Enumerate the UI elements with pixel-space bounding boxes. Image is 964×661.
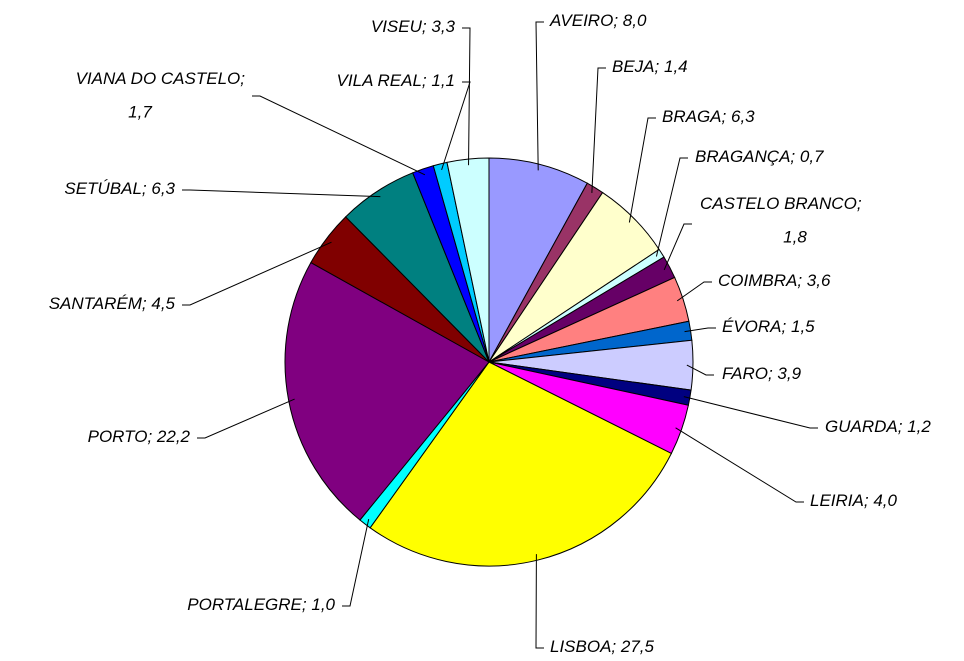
data-label: CASTELO BRANCO; bbox=[700, 194, 862, 213]
leader-line bbox=[182, 241, 332, 306]
separator: ; bbox=[768, 364, 777, 383]
separator: ; bbox=[655, 57, 664, 76]
data-label: AVEIRO; 8,0 bbox=[549, 11, 647, 30]
data-label: VISEU; 3,3 bbox=[371, 17, 456, 36]
leader-line bbox=[676, 281, 712, 302]
category-name: ÉVORA bbox=[722, 317, 782, 336]
category-name: FARO bbox=[722, 364, 768, 383]
data-label: LISBOA; 27,5 bbox=[550, 637, 655, 656]
pie-slice bbox=[488, 157, 588, 363]
value-label: 4,0 bbox=[873, 491, 897, 510]
leader-line bbox=[684, 327, 716, 333]
value-label: 1,0 bbox=[311, 595, 335, 614]
category-name: LEIRIA bbox=[810, 491, 864, 510]
value-label: 8,0 bbox=[623, 11, 647, 30]
leader-line bbox=[182, 189, 381, 198]
leader-line bbox=[591, 67, 606, 193]
separator: ; bbox=[422, 17, 431, 36]
category-name: VILA REAL bbox=[337, 71, 422, 90]
separator: ; bbox=[302, 595, 311, 614]
data-label: SETÚBAL; 6,3 bbox=[64, 179, 175, 198]
value-label: 1,4 bbox=[664, 57, 688, 76]
data-label: BEJA; 1,4 bbox=[612, 57, 688, 76]
leader-line bbox=[628, 117, 656, 223]
separator: ; bbox=[857, 194, 862, 213]
leader-line bbox=[462, 27, 471, 166]
category-name: SETÚBAL bbox=[64, 179, 141, 198]
leader-line bbox=[535, 554, 544, 649]
value-label: 3,9 bbox=[777, 364, 801, 383]
category-name: SANTARÉM bbox=[49, 294, 143, 313]
category-name: BRAGA bbox=[662, 107, 722, 126]
separator: ; bbox=[147, 427, 156, 446]
value-label: 0,7 bbox=[800, 147, 824, 166]
separator: ; bbox=[240, 69, 245, 88]
separator: ; bbox=[782, 317, 791, 336]
value-label: 3,6 bbox=[807, 271, 831, 290]
separator: ; bbox=[611, 637, 620, 656]
separator: ; bbox=[790, 147, 799, 166]
data-label: BRAGANÇA; 0,7 bbox=[695, 147, 824, 166]
separator: ; bbox=[864, 491, 873, 510]
leader-line bbox=[675, 427, 804, 503]
separator: ; bbox=[797, 271, 806, 290]
category-name: VIANA DO CASTELO bbox=[76, 69, 241, 88]
value-label: 1,2 bbox=[907, 417, 931, 436]
category-name: BRAGANÇA bbox=[695, 147, 790, 166]
leader-line bbox=[683, 396, 818, 429]
separator: ; bbox=[142, 179, 151, 198]
category-name: COIMBRA bbox=[718, 271, 797, 290]
value-label: 4,5 bbox=[151, 294, 175, 313]
leader-line bbox=[663, 223, 692, 271]
value-label: 6,3 bbox=[151, 179, 175, 198]
value-label: 27,5 bbox=[620, 637, 655, 656]
value-label: 3,3 bbox=[431, 17, 455, 36]
data-label: COIMBRA; 3,6 bbox=[718, 271, 831, 290]
category-name: GUARDA bbox=[825, 417, 898, 436]
leader-line bbox=[342, 519, 370, 607]
leader-line bbox=[252, 95, 426, 176]
pie-slice bbox=[284, 261, 490, 521]
leader-line bbox=[655, 157, 688, 257]
data-label: SANTARÉM; 4,5 bbox=[49, 294, 176, 313]
category-name: BEJA bbox=[612, 57, 655, 76]
data-label: ÉVORA; 1,5 bbox=[722, 317, 815, 336]
separator: ; bbox=[422, 71, 431, 90]
category-name: CASTELO BRANCO bbox=[700, 194, 857, 213]
separator: ; bbox=[898, 417, 907, 436]
leader-line bbox=[441, 81, 471, 171]
data-label: PORTO; 22,2 bbox=[88, 427, 191, 446]
data-label: LEIRIA; 4,0 bbox=[810, 491, 897, 510]
leader-line bbox=[686, 364, 714, 376]
category-name: PORTO bbox=[88, 427, 148, 446]
value-label: 6,3 bbox=[731, 107, 755, 126]
pie-slice bbox=[446, 157, 490, 363]
separator: ; bbox=[142, 294, 151, 313]
pie-slice bbox=[369, 361, 673, 567]
category-name: PORTALEGRE bbox=[187, 595, 302, 614]
data-label: BRAGA; 6,3 bbox=[662, 107, 755, 126]
category-name: AVEIRO bbox=[549, 11, 613, 30]
leader-line bbox=[197, 398, 295, 439]
data-label: VILA REAL; 1,1 bbox=[337, 71, 455, 90]
value-label: 1,7 bbox=[128, 102, 152, 121]
value-label: 22,2 bbox=[156, 427, 191, 446]
data-label: VIANA DO CASTELO; bbox=[76, 69, 246, 88]
data-label: GUARDA; 1,2 bbox=[825, 417, 931, 436]
separator: ; bbox=[613, 11, 622, 30]
data-label: PORTALEGRE; 1,0 bbox=[187, 595, 335, 614]
value-label: 1,1 bbox=[431, 71, 455, 90]
category-name: VISEU bbox=[371, 17, 423, 36]
data-label: FARO; 3,9 bbox=[722, 364, 802, 383]
leader-line bbox=[535, 21, 544, 171]
category-name: LISBOA bbox=[550, 637, 611, 656]
value-label: 1,5 bbox=[791, 317, 815, 336]
value-label: 1,8 bbox=[783, 227, 807, 246]
separator: ; bbox=[722, 107, 731, 126]
